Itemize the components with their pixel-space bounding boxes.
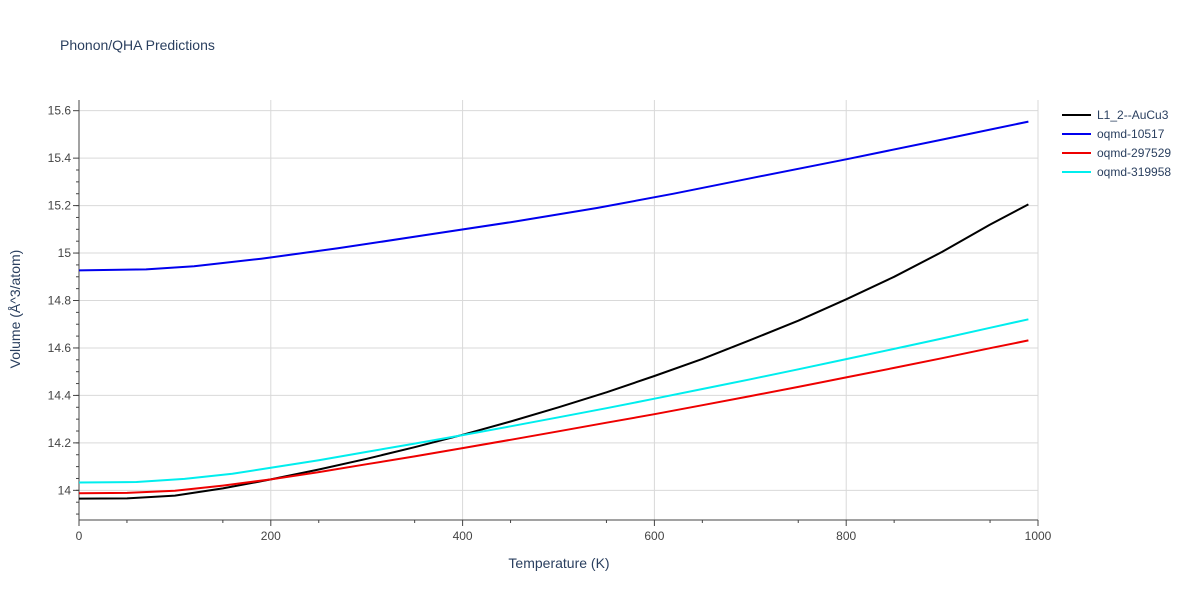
legend-item-label[interactable]: oqmd-319958: [1097, 165, 1171, 179]
axes: 0 200 400 600 800 1000 14 14.2 14.4 14.6 14.8 15 15.…: [48, 100, 1052, 543]
x-tick-label: 800: [836, 529, 856, 543]
series-line-L1_2--AuCu3: [78, 203, 1029, 500]
y-tick-label: 14.4: [48, 388, 72, 402]
y-tick-label: 15.6: [48, 104, 72, 118]
y-tick-label: 14: [58, 483, 72, 497]
x-tick-label: 1000: [1025, 529, 1052, 543]
y-tick-label: 14.8: [48, 294, 72, 308]
y-tick-label: 15.4: [48, 151, 72, 165]
x-axis-title: Temperature (K): [508, 555, 609, 571]
legend[interactable]: L1_2--AuCu3 oqmd-10517 oqmd-297529 oqmd-319…: [1062, 108, 1171, 179]
y-tick-label: 14.2: [48, 436, 72, 450]
series-lines: [78, 120, 1029, 500]
legend-item-label[interactable]: oqmd-10517: [1097, 127, 1165, 141]
x-tick-label: 600: [644, 529, 664, 543]
x-tick-label: 400: [453, 529, 473, 543]
series-line-oqmd-297529: [78, 339, 1029, 495]
x-tick-label: 0: [76, 529, 83, 543]
y-tick-label: 15: [58, 246, 72, 260]
y-axis-title: Volume (Å^3/atom): [7, 250, 23, 369]
series-line-oqmd-319958: [78, 318, 1029, 484]
y-tick-label: 14.6: [48, 341, 72, 355]
series-line-oqmd-10517: [78, 120, 1029, 272]
x-tick-label: 200: [261, 529, 281, 543]
grid: [79, 100, 1039, 520]
legend-item-label[interactable]: L1_2--AuCu3: [1097, 108, 1169, 122]
y-tick-label: 15.2: [48, 199, 72, 213]
legend-item-label[interactable]: oqmd-297529: [1097, 146, 1171, 160]
chart-title: Phonon/QHA Predictions: [60, 37, 215, 53]
